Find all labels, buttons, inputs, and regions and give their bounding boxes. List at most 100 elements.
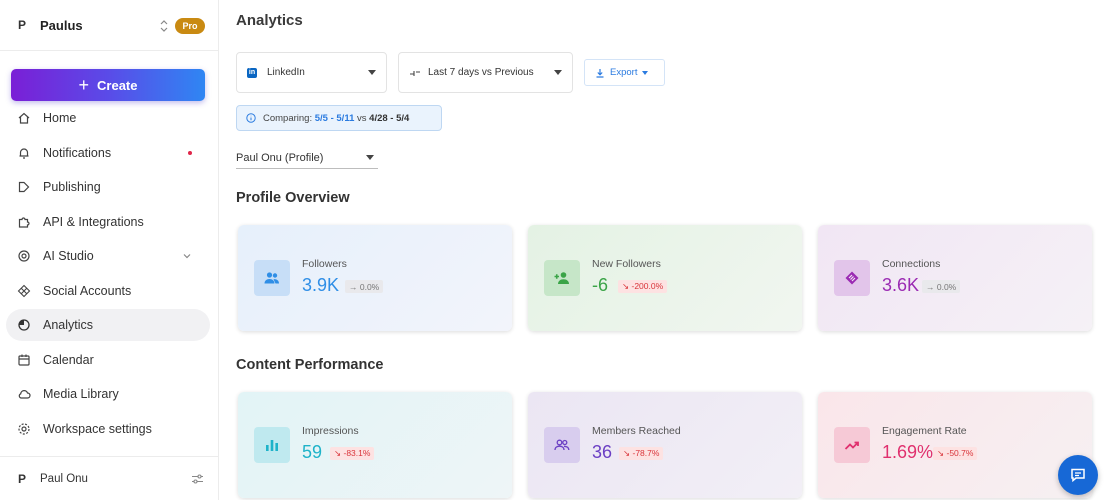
metric-change-badge: → 0.0% <box>345 280 384 293</box>
metric-card-connections: Connections 3.6K → 0.0% <box>818 225 1092 331</box>
metric-change-badge: ↘ -50.7% <box>933 447 978 460</box>
gear-icon <box>18 423 30 435</box>
sidebar-item-label: AI Studio <box>43 249 94 263</box>
metric-change-badge: → 0.0% <box>922 280 961 293</box>
metric-value: 3.9K <box>302 275 340 295</box>
metric-label: New Followers <box>592 258 661 270</box>
download-icon <box>596 68 604 78</box>
analytics-icon <box>18 319 30 331</box>
sidebar-item-label: Analytics <box>43 318 94 332</box>
bell-icon <box>19 148 29 159</box>
metric-label: Members Reached <box>592 425 681 437</box>
export-label: Export <box>610 67 638 78</box>
metric-card-engagement-rate: Engagement Rate 1.69% ↘ -50.7% <box>818 392 1092 498</box>
sidebar-item-social-accounts[interactable]: Social Accounts <box>6 275 210 307</box>
network-icon <box>17 284 31 298</box>
metric-label: Impressions <box>302 425 359 437</box>
date-range-value: Last 7 days vs Previous <box>428 67 534 78</box>
info-icon <box>246 113 256 123</box>
people-icon <box>254 260 290 296</box>
pro-badge: Pro <box>175 18 205 34</box>
metric-label: Followers <box>302 258 347 270</box>
notification-dot <box>188 151 192 155</box>
trending-up-icon <box>834 427 870 463</box>
sidebar-item-ai-studio[interactable]: AI Studio <box>6 240 210 272</box>
platform-select[interactable]: in LinkedIn <box>236 52 387 93</box>
current-range: 5/5 - 5/11 <box>314 112 355 124</box>
user-initial: P <box>18 471 27 486</box>
sidebar-item-label: API & Integrations <box>43 215 144 229</box>
metric-change-badge: ↘ -78.7% <box>619 447 664 460</box>
cloud-icon <box>18 390 31 399</box>
page-title: Analytics <box>236 12 303 29</box>
sidebar-item-media-library[interactable]: Media Library <box>6 378 210 410</box>
sidebar-item-workspace-settings[interactable]: Workspace settings <box>6 413 210 445</box>
metric-change-badge: ↘ -83.1% <box>330 447 375 460</box>
date-range-select[interactable]: Last 7 days vs Previous <box>398 52 573 93</box>
main-content: Analytics in LinkedIn Last 7 days vs Pre… <box>220 0 1105 500</box>
metric-card-impressions: Impressions 59 ↘ -83.1% <box>238 392 512 498</box>
sidebar-item-calendar[interactable]: Calendar <box>6 344 210 376</box>
chevron-down-icon[interactable] <box>182 251 192 261</box>
sidebar-item-api-integrations[interactable]: API & Integrations <box>6 206 210 238</box>
metric-value: 1.69% <box>882 442 934 462</box>
sidebar-item-publishing[interactable]: Publishing <box>6 171 210 203</box>
puzzle-icon <box>18 217 30 228</box>
sidebar-item-label: Home <box>43 111 77 125</box>
home-icon <box>18 112 30 124</box>
sidebar-item-label: Calendar <box>43 353 94 367</box>
metric-label: Engagement Rate <box>882 425 967 437</box>
linkedin-icon: in <box>247 67 257 78</box>
metric-card-followers: Followers 3.9K → 0.0% <box>238 225 512 331</box>
caret-down-icon <box>642 70 649 75</box>
caret-down-icon <box>366 155 374 160</box>
compare-arrows-icon <box>410 70 420 76</box>
previous-range: 4/28 - 5/4 <box>369 112 410 124</box>
sidebar-item-home[interactable]: Home <box>6 102 210 134</box>
person-add-icon <box>544 260 580 296</box>
sidebar-item-label: Publishing <box>43 180 101 194</box>
publish-icon <box>18 181 30 193</box>
sidebar-item-label: Workspace settings <box>43 422 152 436</box>
content-performance-title: Content Performance <box>236 357 384 373</box>
chat-icon <box>1071 468 1085 483</box>
workspace-initial: P <box>18 18 27 32</box>
comparing-prefix: Comparing: <box>263 112 313 124</box>
vs-label: vs <box>357 112 367 124</box>
sliders-icon[interactable] <box>191 473 204 485</box>
metric-value: -6 <box>592 275 609 295</box>
sidebar-item-analytics[interactable]: Analytics <box>6 309 210 341</box>
ai-icon <box>18 250 30 262</box>
profile-select[interactable]: Paul Onu (Profile) <box>236 148 378 169</box>
chat-support-button[interactable] <box>1058 455 1098 495</box>
metric-label: Connections <box>882 258 941 270</box>
workspace-switcher[interactable]: P Paulus Pro <box>0 0 219 51</box>
metric-value: 59 <box>302 442 323 462</box>
profile-overview-title: Profile Overview <box>236 190 350 206</box>
profile-value: Paul Onu (Profile) <box>236 152 324 164</box>
group-icon <box>544 427 580 463</box>
metric-value: 36 <box>592 442 613 462</box>
user-profile-bar[interactable]: P Paul Onu <box>0 456 219 500</box>
calendar-icon <box>18 354 30 366</box>
caret-down-icon <box>554 70 562 75</box>
chevron-up-down-icon <box>160 20 168 32</box>
sidebar-item-label: Social Accounts <box>43 284 132 298</box>
create-button[interactable]: + Create <box>11 69 205 101</box>
plus-icon: + <box>78 75 90 95</box>
user-name: Paul Onu <box>40 472 88 485</box>
metric-card-new-followers: New Followers -6 ↘ -200.0% <box>528 225 802 331</box>
platform-value: LinkedIn <box>267 67 305 78</box>
sidebar-item-label: Media Library <box>43 387 119 401</box>
create-label: Create <box>97 77 138 93</box>
bar-chart-icon <box>254 427 290 463</box>
caret-down-icon <box>368 70 376 75</box>
export-button[interactable]: Export <box>584 59 665 86</box>
workspace-name: Paulus <box>40 17 83 33</box>
metric-value: 3.6K <box>882 275 920 295</box>
metric-card-members-reached: Members Reached 36 ↘ -78.7% <box>528 392 802 498</box>
sidebar-item-label: Notifications <box>43 146 112 160</box>
sidebar: P Paulus Pro + Create Home Notifications… <box>0 0 219 500</box>
sidebar-item-notifications[interactable]: Notifications <box>6 137 210 169</box>
comparing-banner: Comparing: 5/5 - 5/11 vs 4/28 - 5/4 <box>236 105 442 131</box>
